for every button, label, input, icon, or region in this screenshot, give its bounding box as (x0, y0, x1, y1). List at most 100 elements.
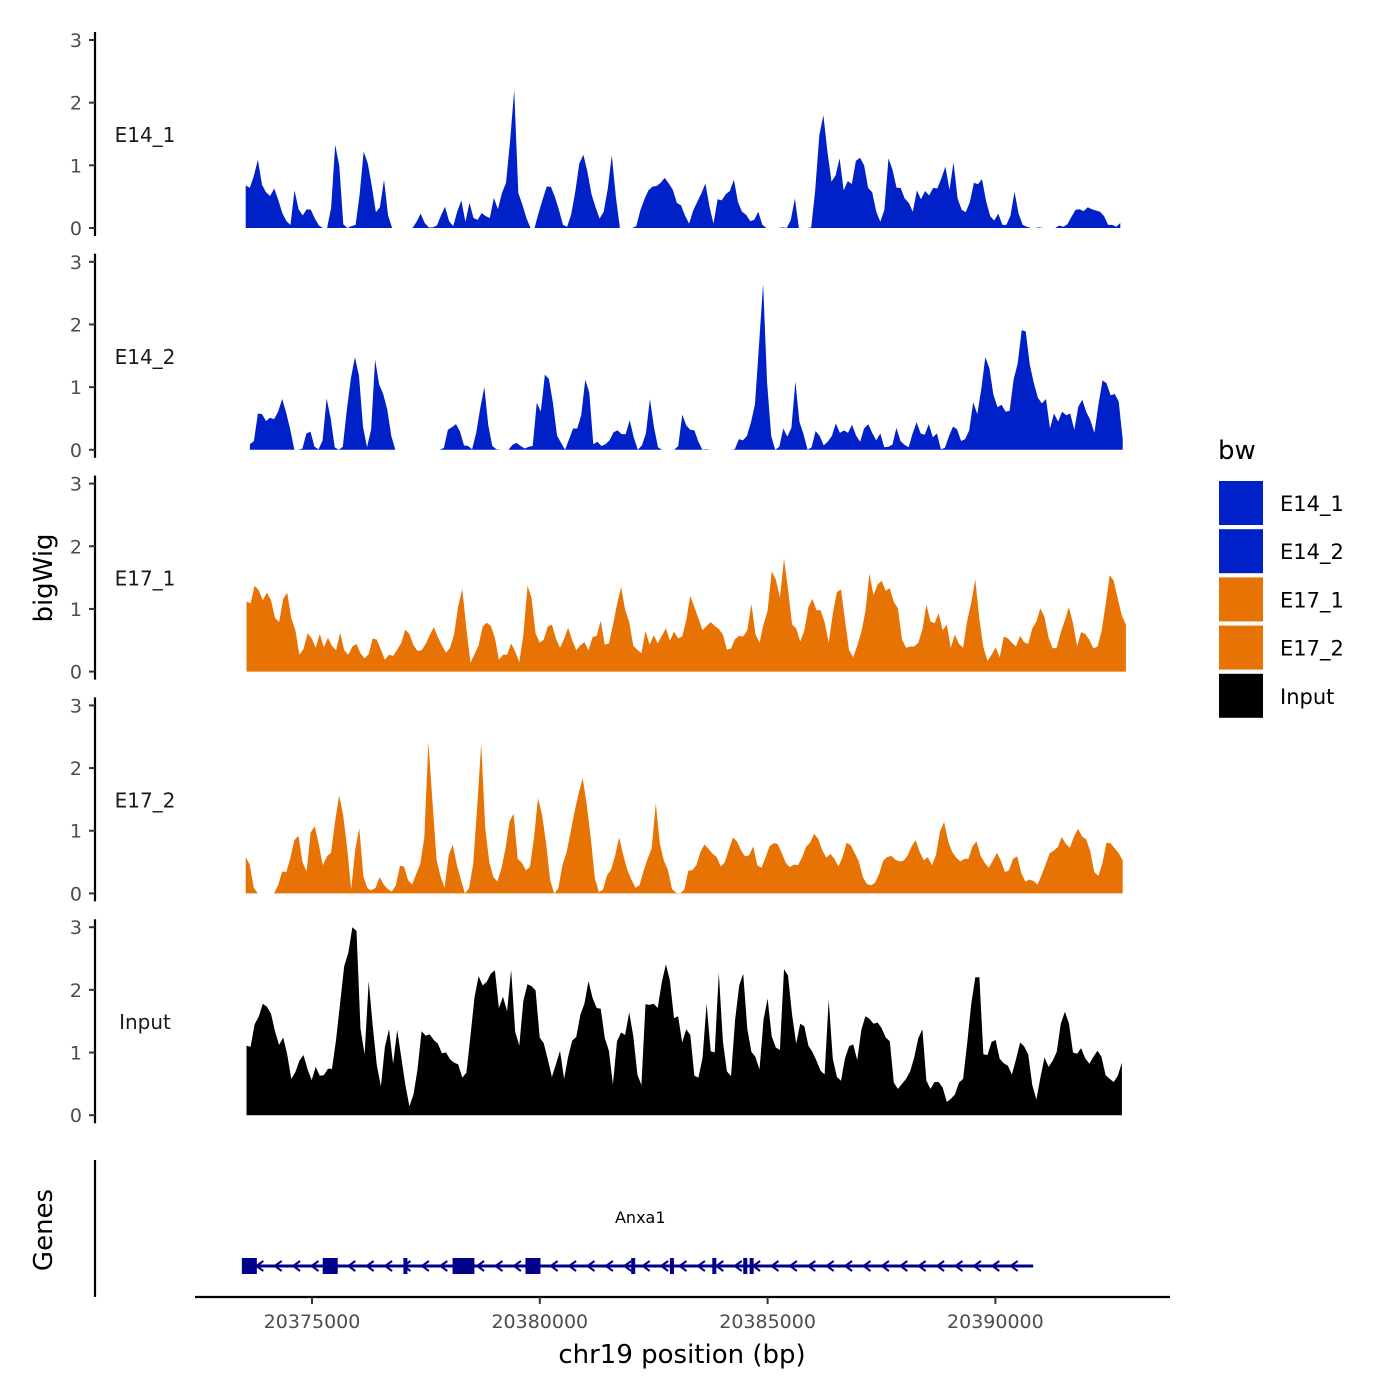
exon (712, 1258, 717, 1274)
genes-panel: Anxa1 (93, 1160, 1034, 1297)
exon (743, 1258, 748, 1274)
track-label-Input: Input (119, 1010, 171, 1034)
track-label-E17_1: E17_1 (115, 567, 176, 591)
gene-name-label: Anxa1 (615, 1208, 666, 1227)
y-tick-label: 2 (70, 758, 82, 780)
strand-arrow (364, 1260, 375, 1272)
strand-arrow (622, 1260, 632, 1272)
strand-arrow (604, 1260, 614, 1272)
strand-arrow (935, 1260, 945, 1272)
strand-arrow (659, 1260, 669, 1272)
y-tick-label: 0 (70, 1105, 82, 1127)
genes-axis-title: Genes (29, 1189, 59, 1271)
strand-arrow (548, 1260, 559, 1272)
strand-arrow (640, 1260, 651, 1272)
strand-arrow (769, 1260, 780, 1272)
track-label-E14_1: E14_1 (115, 123, 176, 147)
strand-arrow (880, 1260, 890, 1272)
exon (749, 1258, 754, 1274)
legend: bw E14_1 E14_2 E17_1 E17_2 Input (1218, 436, 1344, 718)
exon (525, 1258, 541, 1274)
legend-swatch-E14_1 (1219, 481, 1263, 525)
strand-arrow (696, 1260, 706, 1272)
y-tick-label: 2 (70, 314, 82, 336)
strand-arrow (512, 1260, 522, 1272)
y-tick-label: 3 (70, 474, 82, 496)
strand-arrow (475, 1260, 485, 1272)
tracks-layer: 0 1 2 3 E14_1 0 1 2 3 E14_2 0 1 2 3 E17_1 0 1 2 3 E17_2 0 1 2 3… (70, 30, 1126, 1127)
y-tick-label: 1 (70, 155, 82, 177)
strand-arrow (309, 1260, 320, 1272)
y-tick-label: 2 (70, 536, 82, 558)
y-tick-label: 0 (70, 662, 82, 684)
y-tick-label: 3 (70, 917, 82, 939)
legend-label-Input: Input (1280, 685, 1334, 709)
area-E14_2 (249, 283, 1123, 450)
strand-arrow (898, 1260, 908, 1272)
track-E14_2: 0 1 2 3 E14_2 (70, 252, 1123, 462)
strand-arrow (585, 1260, 596, 1272)
strand-arrow (346, 1260, 356, 1272)
exon (241, 1258, 257, 1274)
legend-label-E14_2: E14_2 (1280, 540, 1344, 565)
strand-arrow (438, 1260, 448, 1272)
exon (459, 1258, 475, 1274)
y-tick-label: 1 (70, 599, 82, 621)
y-tick-label: 0 (70, 218, 82, 240)
y-tick-label: 1 (70, 821, 82, 843)
y-axis-title: bigWig (29, 533, 59, 622)
strand-arrow (567, 1260, 577, 1272)
exon (403, 1258, 408, 1274)
strand-arrow (291, 1260, 301, 1272)
area-E17_1 (246, 558, 1126, 672)
strand-arrow (714, 1260, 724, 1272)
strand-arrow (1008, 1260, 1019, 1272)
track-E14_1: 0 1 2 3 E14_1 (70, 30, 1121, 240)
y-tick-label: 1 (70, 377, 82, 399)
strand-arrow (861, 1260, 872, 1272)
x-tick-label: 20385000 (719, 1311, 816, 1333)
track-label-E17_2: E17_2 (115, 788, 176, 812)
strand-arrow (493, 1260, 504, 1272)
strand-arrow (843, 1260, 853, 1272)
strand-arrow (272, 1260, 283, 1272)
strand-arrow (383, 1260, 393, 1272)
y-tick-label: 3 (70, 695, 82, 717)
exon (631, 1258, 636, 1274)
track-E17_2: 0 1 2 3 E17_2 (70, 695, 1123, 905)
legend-swatch-E17_1 (1219, 577, 1263, 622)
legend-swatch-E14_2 (1219, 529, 1263, 574)
exon (669, 1258, 674, 1274)
strand-arrow (420, 1260, 430, 1272)
strand-arrow (806, 1260, 816, 1272)
strand-arrow (732, 1260, 743, 1272)
x-tick-label: 20390000 (947, 1311, 1044, 1333)
track-label-E14_2: E14_2 (115, 345, 176, 369)
x-axis-title: chr19 position (bp) (558, 1340, 805, 1370)
y-tick-label: 3 (70, 30, 82, 52)
x-tick-label: 20375000 (264, 1311, 361, 1333)
y-tick-label: 2 (70, 93, 82, 115)
legend-label-E14_1: E14_1 (1280, 492, 1344, 517)
legend-swatch-E17_2 (1219, 625, 1263, 670)
legend-label-E17_2: E17_2 (1280, 637, 1344, 662)
exon (322, 1258, 338, 1274)
legend-title: bw (1218, 436, 1256, 466)
track-Input: 0 1 2 3 Input (70, 917, 1122, 1127)
x-tick-label: 20380000 (491, 1311, 588, 1333)
x-axis: 20375000 20380000 20385000 20390000 (195, 1295, 1170, 1333)
y-tick-label: 0 (70, 440, 82, 462)
strand-arrow (916, 1260, 927, 1272)
legend-label-E17_1: E17_1 (1280, 588, 1344, 613)
strand-arrow (788, 1260, 798, 1272)
y-tick-label: 0 (70, 883, 82, 905)
strand-arrow (972, 1260, 982, 1272)
y-tick-label: 3 (70, 252, 82, 274)
area-E14_1 (245, 90, 1121, 228)
area-E17_2 (245, 742, 1123, 894)
strand-arrow (990, 1260, 1000, 1272)
track-E17_1: 0 1 2 3 E17_1 (70, 474, 1126, 684)
y-tick-label: 1 (70, 1043, 82, 1065)
strand-arrow (953, 1260, 964, 1272)
